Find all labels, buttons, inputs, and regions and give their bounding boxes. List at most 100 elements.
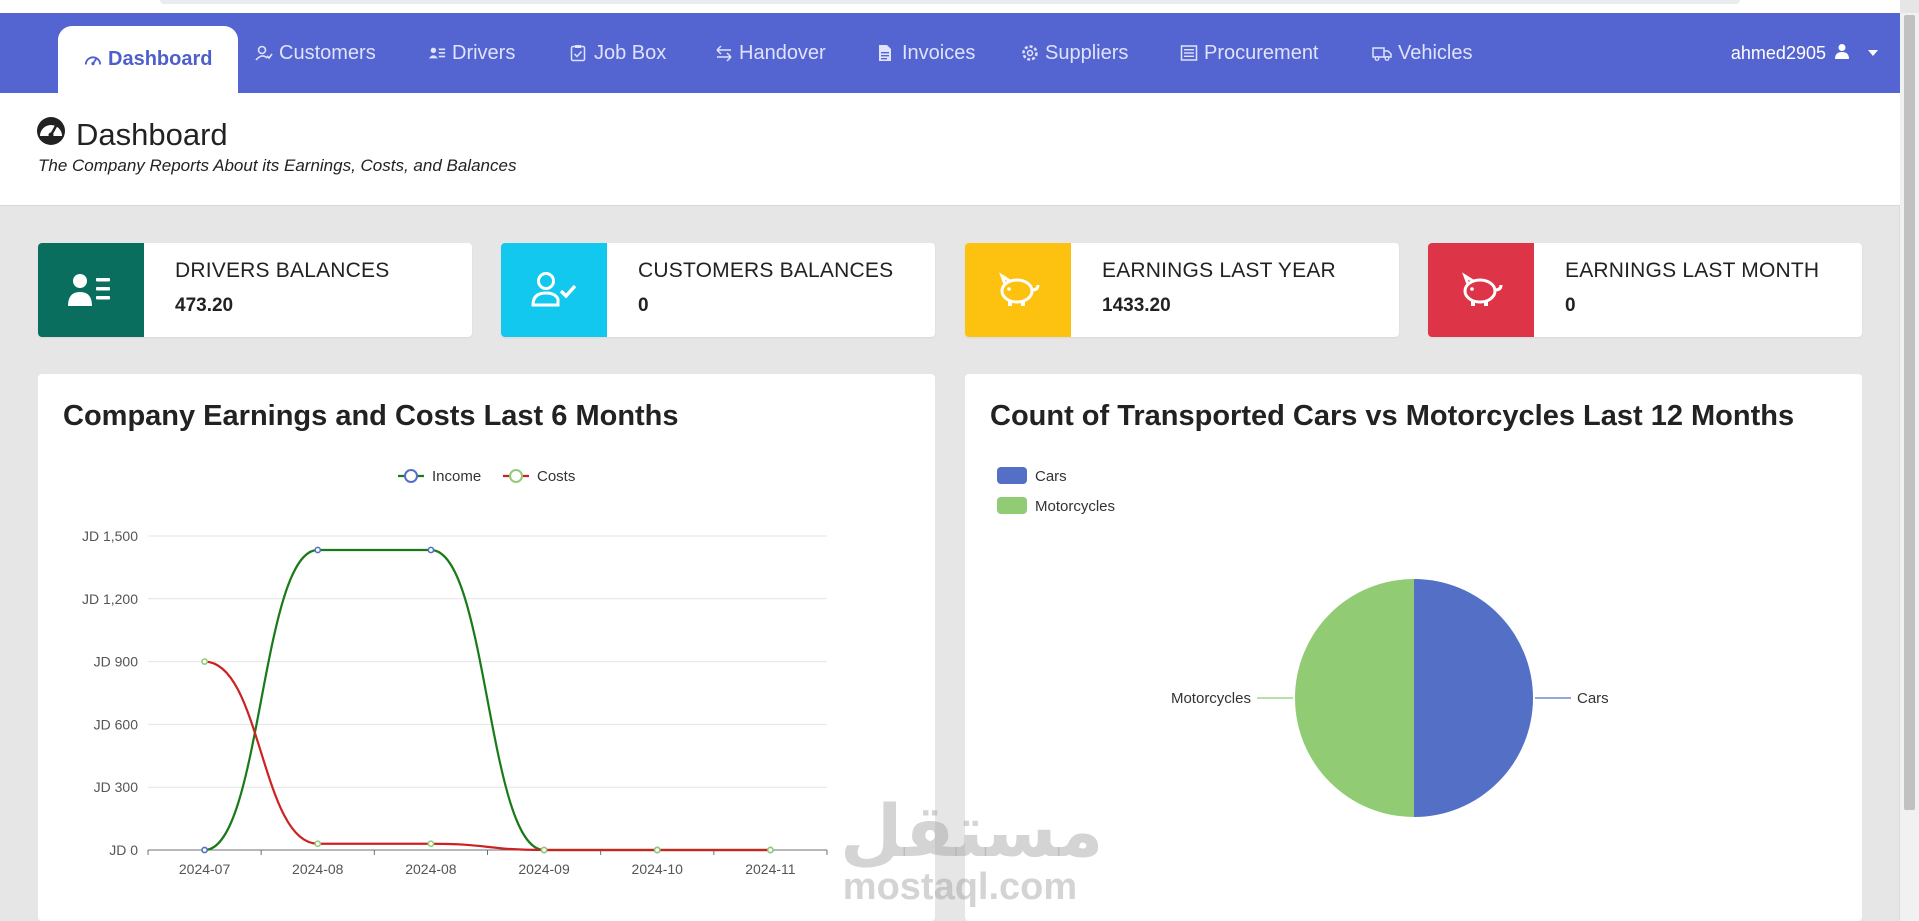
card-icon-box (501, 243, 607, 337)
card-label: EARNINGS LAST MONTH (1565, 259, 1820, 282)
legend-marker (404, 469, 418, 483)
main-navbar: Dashboard Customers Drivers Job Box Hand… (0, 13, 1900, 93)
card-drivers-balances: DRIVERS BALANCES 473.20 (38, 243, 472, 337)
piggy-bank-icon (999, 272, 1040, 306)
data-point (427, 546, 435, 554)
x-tick-label: 2024-08 (405, 861, 457, 877)
id-card-icon (68, 274, 110, 306)
series-line-income (204, 548, 771, 852)
chart-title: Company Earnings and Costs Last 6 Months (63, 400, 679, 432)
tab-label: Suppliers (1045, 41, 1129, 64)
card-value: 0 (638, 295, 649, 316)
tab-suppliers[interactable]: Suppliers (1021, 13, 1128, 93)
chart-title: Count of Transported Cars vs Motorcycles… (990, 400, 1795, 432)
tab-invoices[interactable]: Invoices (878, 13, 975, 93)
gear-icon (1021, 44, 1039, 62)
tab-drivers[interactable]: Drivers (428, 13, 515, 93)
username: ahmed2905 (1730, 42, 1826, 63)
address-bar-edge (160, 0, 1740, 4)
data-point (540, 846, 548, 854)
legend-marker (509, 469, 523, 483)
id-card-icon (428, 44, 446, 62)
y-tick-label: JD 900 (94, 654, 139, 670)
card-earnings-last-month: EARNINGS LAST MONTH 0 (1428, 243, 1862, 337)
pie-label: Cars (1577, 690, 1609, 707)
y-tick-label: JD 0 (109, 842, 138, 858)
y-tick-label: JD 600 (94, 716, 139, 732)
card-icon-box (38, 243, 144, 337)
data-point (427, 840, 435, 848)
y-tick-label: JD 1,500 (82, 528, 138, 544)
page-subtitle: The Company Reports About its Earnings, … (38, 156, 517, 175)
data-point (314, 840, 322, 848)
document-icon (878, 44, 896, 62)
series-line-costs (204, 660, 771, 852)
truck-icon (1372, 44, 1392, 62)
x-tick-label: 2024-07 (179, 861, 231, 877)
pie-label: Motorcycles (1171, 690, 1251, 707)
piggy-bank-icon (1462, 272, 1503, 306)
line-chart: JD 0 JD 300 JD 600 JD 900 JD 1,200 JD 1,500 20… (82, 468, 828, 877)
browser-top-strip (0, 0, 1900, 13)
tab-label: Dashboard (108, 48, 213, 70)
data-point (201, 658, 208, 665)
card-value: 1433.20 (1102, 295, 1171, 316)
list-icon (1180, 44, 1198, 62)
y-tick-label: JD 300 (94, 779, 139, 795)
x-tick-label: 2024-10 (632, 861, 684, 877)
legend-label: Motorcycles (1035, 498, 1115, 515)
user-icon (1834, 43, 1850, 64)
page-title-text: Dashboard (76, 117, 228, 152)
card-icon-box (1428, 243, 1534, 337)
tab-label: Handover (739, 41, 826, 64)
legend-label: Income (432, 468, 481, 485)
y-tick-label: JD 1,200 (82, 591, 138, 607)
x-tick-label: 2024-09 (518, 861, 570, 877)
user-menu[interactable]: ahmed2905 (1731, 13, 1878, 93)
pie-slice-motorcycles (1295, 579, 1414, 817)
gauge-icon (36, 116, 66, 154)
card-earnings-last-year: EARNINGS LAST YEAR 1433.20 (965, 243, 1399, 337)
page-header: Dashboard The Company Reports About its … (0, 93, 1900, 206)
earnings-costs-panel: Company Earnings and Costs Last 6 Months… (38, 374, 935, 921)
pie-slice-cars (1414, 579, 1533, 817)
scrollbar-thumb[interactable] (1904, 15, 1915, 810)
tab-label: Vehicles (1398, 41, 1473, 64)
tab-label: Drivers (452, 41, 516, 64)
x-tick-label: 2024-08 (292, 861, 344, 877)
card-icon-box (965, 243, 1071, 337)
data-point (653, 846, 661, 854)
card-label: CUSTOMERS BALANCES (638, 259, 894, 282)
tab-procurement[interactable]: Procurement (1180, 13, 1319, 93)
cars-motorcycles-panel: Count of Transported Cars vs Motorcycles… (965, 374, 1862, 921)
tab-job-box[interactable]: Job Box (570, 13, 666, 93)
tab-label: Invoices (902, 41, 976, 64)
tab-dashboard[interactable]: Dashboard (58, 26, 239, 93)
tab-label: Procurement (1204, 41, 1319, 64)
page-scrollbar[interactable] (1899, 13, 1919, 921)
gauge-icon (84, 51, 102, 69)
legend-label: Cars (1035, 468, 1067, 485)
chevron-down-icon (1868, 50, 1878, 56)
user-check-icon (531, 272, 577, 307)
data-point (767, 846, 774, 854)
legend-swatch (997, 497, 1027, 514)
tab-label: Customers (279, 41, 376, 64)
pie-chart: Cars Motorcycles Cars Motorcycles (997, 467, 1609, 817)
page-title: Dashboard (36, 116, 228, 154)
tab-handover[interactable]: Handover (715, 13, 826, 93)
clipboard-icon (570, 44, 588, 62)
card-customers-balances: CUSTOMERS BALANCES 0 (501, 243, 935, 337)
x-tick-label: 2024-11 (745, 861, 796, 877)
card-label: EARNINGS LAST YEAR (1102, 259, 1336, 282)
user-check-icon (255, 44, 273, 62)
card-value: 0 (1565, 295, 1576, 316)
data-point (314, 546, 322, 554)
legend-label: Costs (537, 468, 575, 485)
tab-vehicles[interactable]: Vehicles (1372, 13, 1473, 93)
data-point (201, 846, 208, 854)
tab-label: Job Box (594, 41, 667, 64)
legend-swatch (997, 467, 1027, 484)
card-value: 473.20 (175, 295, 234, 316)
tab-customers[interactable]: Customers (255, 13, 376, 93)
